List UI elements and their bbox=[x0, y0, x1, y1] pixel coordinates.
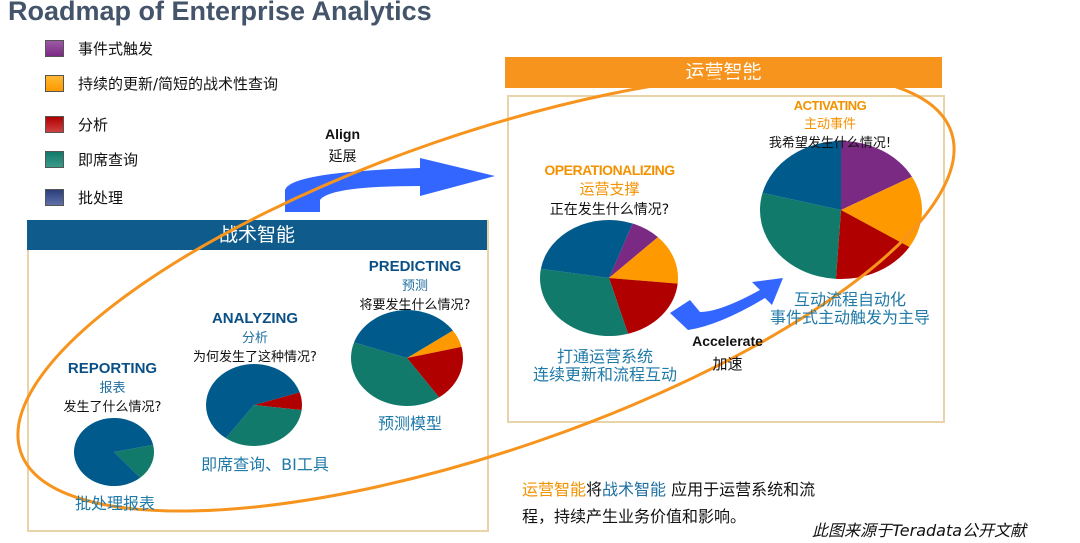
summary-tactical: 战术智能 bbox=[602, 480, 667, 499]
align-label-cn: 延展 bbox=[328, 149, 357, 165]
legend-label: 事件式触发 bbox=[78, 40, 154, 58]
stage-question: 正在发生什么情况? bbox=[549, 202, 670, 218]
pie-slice-predicting-batch bbox=[354, 310, 453, 358]
source-note: 此图来源于Teradata公开文献 bbox=[812, 521, 1027, 540]
pie-charts bbox=[73, 141, 922, 486]
pie-slice-activating-adhoc bbox=[759, 192, 841, 279]
accelerate-label: Accelerate bbox=[692, 333, 763, 349]
stage-question: 发生了什么情况? bbox=[63, 400, 162, 415]
summary-text-part: 将 bbox=[586, 480, 603, 499]
pie-slice-analyzing-adhoc bbox=[225, 405, 302, 447]
stage-subtitle: 主动事件 bbox=[803, 117, 856, 132]
orange-ellipse bbox=[16, 71, 956, 513]
legend-label: 批处理 bbox=[78, 189, 124, 207]
accelerate-label-cn: 加速 bbox=[712, 355, 743, 373]
stage-question: 将要发生什么情况? bbox=[359, 298, 471, 313]
summary-text: 运营智能将战术智能 应用于运营系统和流 bbox=[522, 476, 815, 500]
pie-slice-operationalizing-analysis bbox=[609, 278, 678, 334]
stage-title: PREDICTING bbox=[368, 258, 462, 275]
stage-subtitle: 分析 bbox=[241, 331, 268, 346]
pie-slice-activating-batch bbox=[762, 141, 841, 210]
pie-slice-reporting-batch bbox=[73, 418, 154, 486]
pie-slice-activating-event bbox=[841, 141, 912, 210]
stage-title: OPERATIONALIZING bbox=[544, 162, 675, 178]
legend-item-batch: 批处理 bbox=[45, 187, 123, 208]
stage-question: 为何发生了这种情况? bbox=[193, 350, 317, 365]
stage-question: 我希望发生什么情况! bbox=[768, 136, 892, 151]
operational-intelligence-panel bbox=[507, 95, 945, 423]
tactical-header: 战术智能 bbox=[27, 220, 487, 250]
stage-caption-2: 事件式主动触发为主导 bbox=[769, 308, 930, 327]
pie-slice-activating-continuous bbox=[841, 176, 922, 247]
legend-swatch bbox=[45, 151, 64, 168]
stage-title: REPORTING bbox=[67, 360, 158, 377]
accelerate-arrow bbox=[670, 278, 783, 330]
stage-caption: 互动流程自动化 bbox=[793, 290, 906, 309]
legend-item-event: 事件式触发 bbox=[45, 38, 153, 59]
legend-swatch bbox=[45, 75, 64, 92]
summary-line-2: 程，持续产生业务价值和影响。 bbox=[522, 507, 747, 526]
pie-slice-activating-analysis bbox=[835, 210, 910, 279]
pie-slice-predicting-continuous bbox=[407, 330, 462, 358]
stage-caption: 预测模型 bbox=[377, 414, 442, 433]
stage-analyzing: ANALYZING 分析 为何发生了这种情况? bbox=[175, 310, 335, 365]
stage-caption: 打通运营系统 bbox=[556, 347, 653, 366]
pie-slice-predicting-adhoc bbox=[351, 342, 440, 406]
stage-predicting: PREDICTING 预测 将要发生什么情况? bbox=[340, 258, 490, 313]
pie-slice-operationalizing-event bbox=[609, 223, 658, 278]
legend-item-adhoc: 即席查询 bbox=[45, 149, 138, 170]
align-arrow bbox=[285, 158, 495, 212]
stage-subtitle: 报表 bbox=[99, 381, 126, 396]
pie-slice-operationalizing-batch bbox=[540, 220, 633, 278]
pie-slice-operationalizing-continuous bbox=[609, 237, 679, 284]
stage-reporting: REPORTING 报表 发生了什么情况? bbox=[40, 360, 185, 415]
legend-swatch bbox=[45, 189, 64, 206]
stage-title: ANALYZING bbox=[211, 310, 299, 327]
pie-slice-predicting-analysis bbox=[407, 346, 464, 398]
summary-text-part: 应用于运营系统和流 bbox=[666, 480, 816, 499]
summary-operational: 运营智能 bbox=[522, 480, 587, 499]
pie-slice-analyzing-analysis bbox=[254, 392, 302, 411]
legend-item-analysis: 分析 bbox=[45, 114, 108, 135]
stage-subtitle: 运营支撑 bbox=[579, 180, 640, 198]
stage-subtitle: 预测 bbox=[401, 279, 428, 294]
legend-item-continuous: 持续的更新/简短的战术性查询 bbox=[45, 73, 278, 94]
legend-label: 分析 bbox=[78, 116, 109, 134]
pie-slice-reporting-adhoc bbox=[114, 444, 154, 478]
align-label: Align bbox=[325, 126, 360, 142]
stage-caption: 即席查询、BI工具 bbox=[201, 455, 329, 474]
stage-activating: ACTIVATING 主动事件 我希望发生什么情况! bbox=[750, 98, 910, 151]
legend-label: 持续的更新/简短的战术性查询 bbox=[78, 75, 279, 93]
stage-operationalizing: OPERATIONALIZING 运营支撑 正在发生什么情况? bbox=[522, 162, 697, 219]
pie-slice-operationalizing-adhoc bbox=[540, 268, 629, 336]
pie-slice-analyzing-batch bbox=[206, 364, 300, 439]
stage-title: ACTIVATING bbox=[793, 98, 867, 113]
legend-swatch bbox=[45, 40, 64, 57]
stage-caption-2: 连续更新和流程互动 bbox=[532, 365, 677, 384]
legend-label: 即席查询 bbox=[78, 151, 139, 169]
page-title: Roadmap of Enterprise Analytics bbox=[8, 0, 432, 26]
stage-caption: 批处理报表 bbox=[74, 494, 155, 513]
legend-swatch bbox=[45, 116, 64, 133]
